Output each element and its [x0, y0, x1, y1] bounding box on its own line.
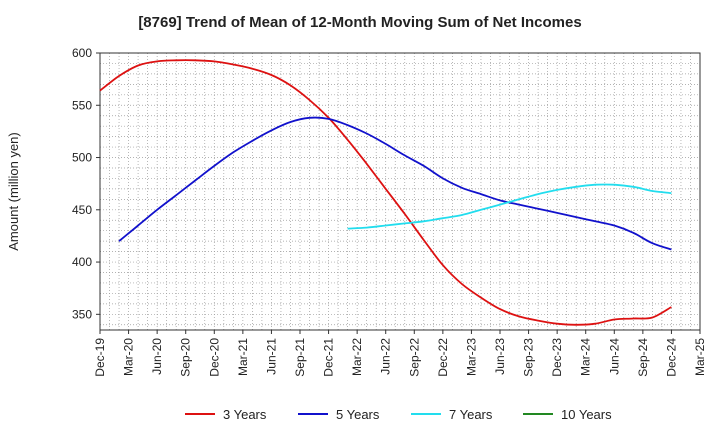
y-tick-label: 400	[72, 255, 92, 269]
series-line-7-years	[347, 183, 672, 230]
x-tick-label: Sep-23	[522, 338, 536, 377]
grid-lines	[100, 53, 700, 330]
y-axis: 350 400 450 500 550 600	[72, 46, 100, 321]
x-tick-label: Jun-23	[493, 338, 507, 375]
y-axis-label: Amount (million yen)	[6, 132, 21, 251]
x-tick-label: Jun-22	[379, 338, 393, 375]
x-tick-label: Dec-23	[550, 338, 564, 377]
legend-label-5-years: 5 Years	[336, 407, 380, 422]
legend-label-7-years: 7 Years	[449, 407, 493, 422]
x-tick-label: Mar-21	[236, 338, 250, 376]
y-tick-label: 550	[72, 98, 92, 112]
x-tick-label: Sep-21	[293, 338, 307, 377]
x-tick-label: Jun-21	[264, 338, 278, 375]
x-tick-label: Mar-23	[464, 338, 478, 376]
x-tick-label: Dec-19	[93, 338, 107, 377]
x-tick-label: Mar-25	[693, 338, 707, 376]
x-tick-label: Dec-24	[664, 338, 678, 377]
x-tick-label: Jun-20	[150, 338, 164, 375]
x-axis: Dec-19 Mar-20 Jun-20 Sep-20 Dec-20 Mar-21 Jun-…	[93, 330, 707, 377]
y-tick-label: 450	[72, 203, 92, 217]
legend-label-10-years: 10 Years	[561, 407, 612, 422]
legend: 3 Years 5 Years 7 Years 10 Years	[185, 407, 612, 422]
x-tick-label: Sep-20	[179, 338, 193, 377]
x-tick-label: Jun-24	[607, 338, 621, 375]
x-tick-label: Mar-24	[579, 338, 593, 376]
series-line-5-years	[118, 116, 672, 251]
x-tick-label: Sep-22	[407, 338, 421, 377]
x-tick-label: Mar-20	[122, 338, 136, 376]
series-line-3-years	[99, 59, 672, 326]
plot-area-frame	[99, 52, 701, 331]
series-lines	[99, 59, 672, 326]
legend-label-3-years: 3 Years	[223, 407, 267, 422]
x-tick-label: Mar-22	[350, 338, 364, 376]
x-tick-label: Dec-20	[207, 338, 221, 377]
x-tick-label: Dec-22	[436, 338, 450, 377]
chart-title: [8769] Trend of Mean of 12-Month Moving …	[138, 14, 582, 31]
y-tick-label: 500	[72, 151, 92, 165]
x-tick-label: Dec-21	[322, 338, 336, 377]
y-tick-label: 600	[72, 46, 92, 60]
x-tick-label: Sep-24	[636, 338, 650, 377]
y-tick-label: 350	[72, 307, 92, 321]
